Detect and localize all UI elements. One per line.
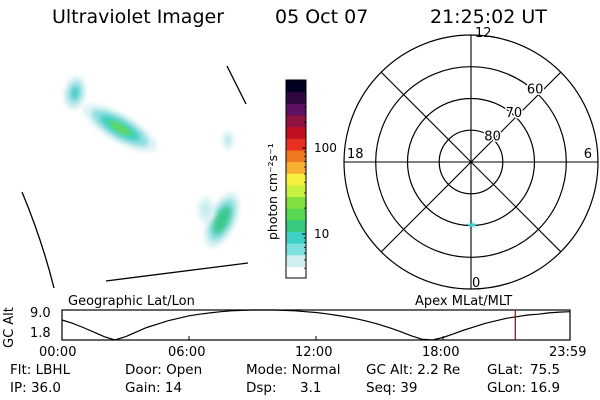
colorbar-swatch — [286, 208, 306, 221]
altitude-plot-frame — [61, 309, 571, 341]
mlat-label: 80 — [484, 130, 501, 145]
colorbar-swatch — [286, 184, 306, 198]
time-label: 21:25:02 UT — [430, 6, 547, 28]
altitude-xtick: 12:00 — [295, 345, 333, 360]
colorbar-swatch — [286, 126, 306, 139]
altitude-xtick: 00:00 — [39, 345, 77, 360]
door-status: Door: Open — [125, 362, 203, 378]
colorbar-swatch — [286, 103, 306, 116]
altitude-y-label: GC Alt — [2, 307, 17, 348]
colorbar-swatch — [286, 91, 306, 104]
colorbar-swatch — [286, 114, 306, 128]
colorbar-tick-label: 100 — [314, 141, 337, 155]
emission-region — [224, 134, 232, 146]
colorbar-swatch — [286, 219, 306, 233]
glon-label: GLon: — [487, 380, 527, 396]
altitude-ytick-bottom: 1.8 — [30, 326, 51, 341]
colorbar-swatch — [286, 254, 306, 267]
dsp-label: Dsp: — [246, 380, 277, 396]
glat-value: 75.5 — [530, 362, 561, 378]
mlt-label: 0 — [472, 276, 480, 291]
colorbar-swatch — [286, 149, 306, 163]
colorbar-swatch — [286, 196, 306, 209]
mlat-label: 60 — [527, 82, 544, 97]
apex-projection-label: Apex MLat/MLT — [415, 294, 513, 309]
colorbar-label: photon cm⁻²s⁻¹ — [265, 143, 280, 240]
altitude-xtick: 18:00 — [422, 345, 460, 360]
mlt-label: 18 — [347, 147, 364, 162]
colorbar-swatch — [286, 161, 306, 174]
image-border-top-right — [226, 65, 247, 105]
colorbar-frame — [285, 79, 307, 279]
mode-status: Mode: Normal — [246, 362, 341, 378]
gc-alt-status: GC Alt: 2.2 Re — [366, 362, 461, 378]
mlat-label: 70 — [506, 106, 523, 121]
altitude-series-line — [61, 309, 571, 341]
mlt-label: 12 — [475, 26, 492, 41]
emission-region — [70, 86, 80, 100]
emission-region — [200, 201, 212, 219]
filter-status: Flt: LBHL — [10, 362, 71, 378]
emission-region — [108, 120, 132, 136]
image-border-left — [21, 191, 55, 289]
emission-region — [216, 211, 228, 229]
date-label: 05 Oct 07 — [275, 6, 369, 28]
geographic-image-panel — [21, 65, 477, 289]
gc-altitude-strip-chart — [61, 309, 571, 341]
colorbar-swatch — [286, 231, 306, 244]
geographic-projection-label: Geographic Lat/Lon — [68, 294, 195, 309]
seq-status: Seq: 39 — [366, 380, 418, 396]
polar-emission-spot — [468, 223, 476, 227]
colorbar: 10 100 — [285, 79, 337, 279]
altitude-xtick: 23:59 — [549, 345, 587, 360]
altitude-ytick-top: 9.0 — [30, 306, 51, 321]
image-border-bottom — [105, 262, 249, 282]
app-title: Ultraviolet Imager — [52, 6, 225, 28]
colorbar-swatch — [286, 138, 306, 151]
mlt-label: 6 — [584, 147, 592, 162]
colorbar-tick-label: 10 — [314, 227, 329, 241]
dsp-value: 3.1 — [300, 380, 322, 396]
mlt-spoke — [380, 71, 562, 253]
glat-label: GLat: — [487, 362, 524, 378]
altitude-xtick: 06:00 — [168, 345, 206, 360]
colorbar-swatch — [286, 266, 306, 279]
colorbar-swatch — [286, 173, 306, 186]
glon-value: 16.9 — [530, 380, 561, 396]
colorbar-swatch — [286, 243, 306, 256]
colorbar-swatch — [286, 80, 306, 93]
ip-status: IP: 36.0 — [10, 380, 62, 396]
gain-status: Gain: 14 — [125, 380, 183, 396]
